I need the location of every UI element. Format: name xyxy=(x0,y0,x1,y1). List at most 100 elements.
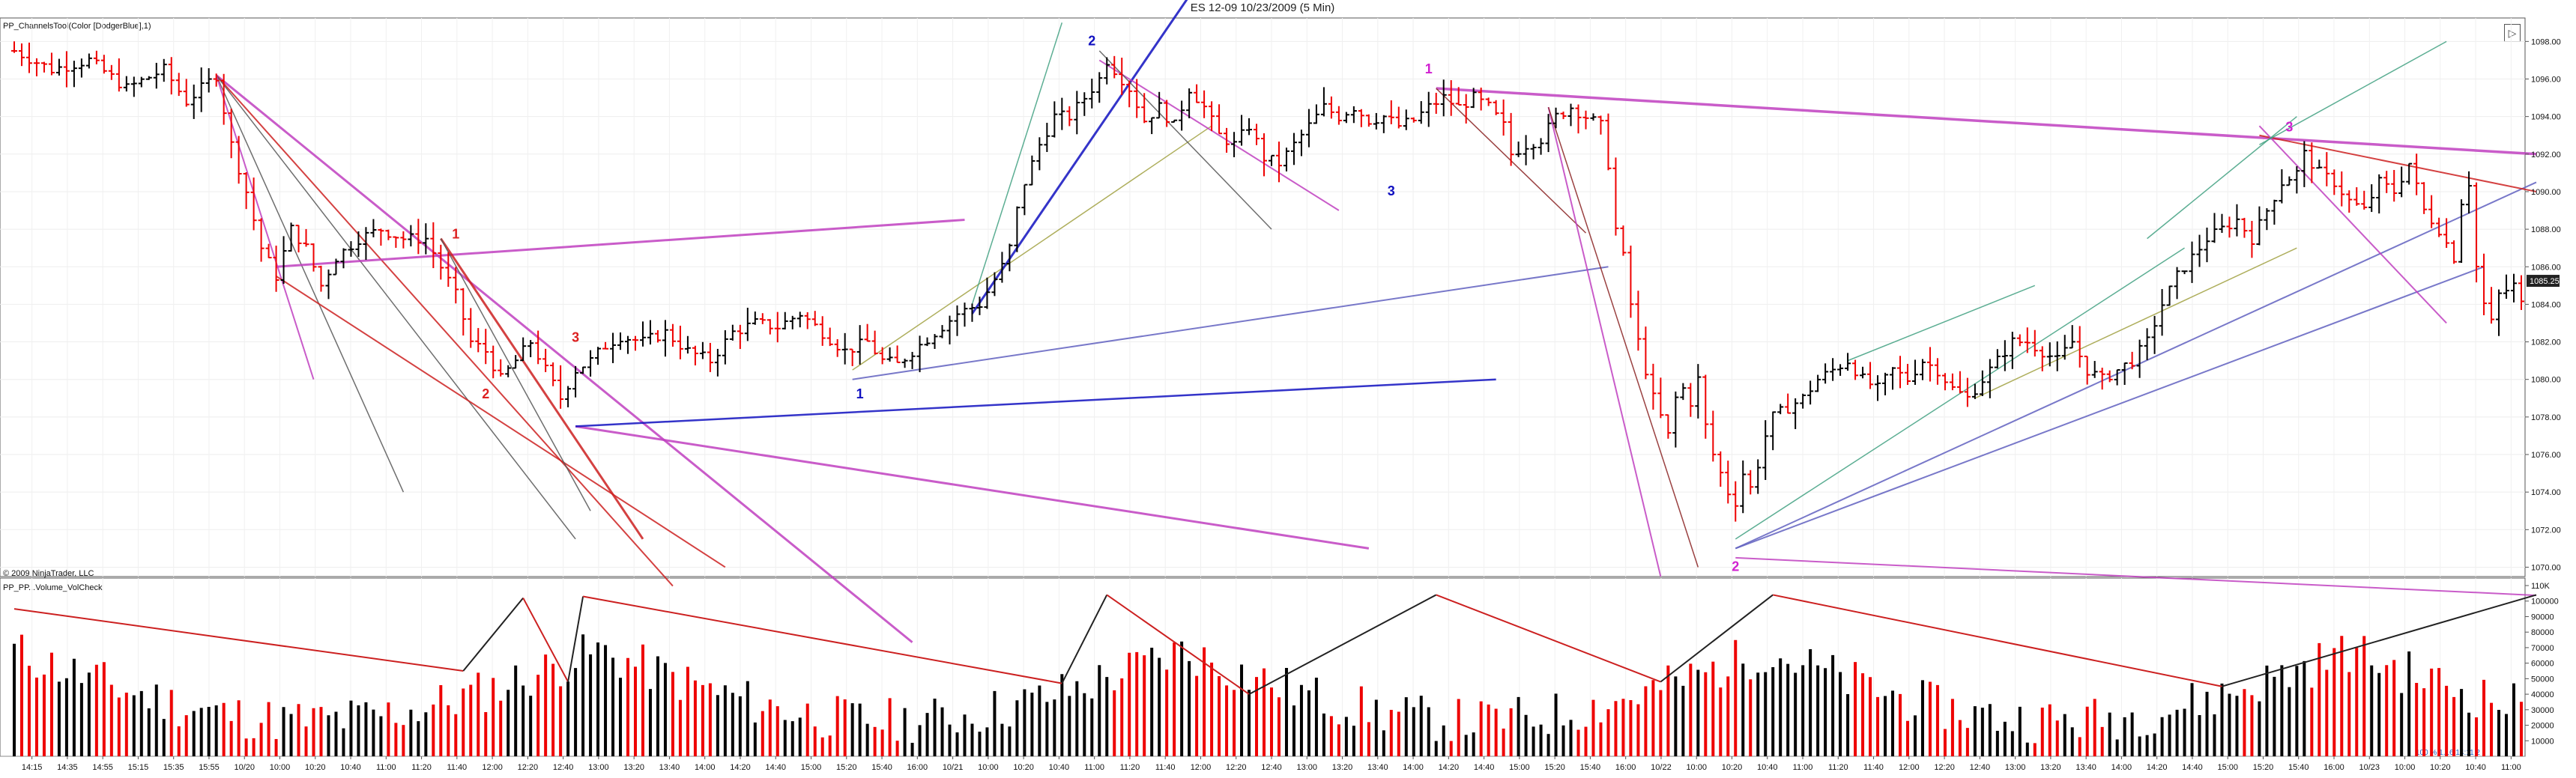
ohlc-bar xyxy=(999,252,1006,283)
ohlc-bar xyxy=(1380,115,1387,133)
price-tick-label: 1084.00 xyxy=(2531,300,2561,309)
ohlc-bar xyxy=(1470,88,1477,109)
ohlc-bar xyxy=(1575,104,1582,134)
ohlc-bar xyxy=(946,315,953,344)
ohlc-bar xyxy=(258,218,264,262)
ohlc-bar xyxy=(198,67,205,112)
ohlc-bar xyxy=(1350,106,1357,124)
ohlc-bar xyxy=(1994,349,2001,369)
ohlc-bar xyxy=(115,58,122,92)
ohlc-bar xyxy=(265,243,272,259)
time-tick-label: 11:40 xyxy=(1155,763,1176,772)
channel-line xyxy=(1098,59,1340,211)
ohlc-bar xyxy=(483,329,489,365)
time-tick-label: 12:40 xyxy=(553,763,574,772)
ohlc-bar xyxy=(1335,106,1342,125)
ohlc-bar xyxy=(759,313,766,324)
time-tick-label: 16:00 xyxy=(1615,763,1636,772)
ohlc-bar xyxy=(310,243,317,272)
ohlc-bar xyxy=(2204,227,2210,263)
ohlc-bar xyxy=(2046,342,2053,367)
ohlc-bar xyxy=(602,341,609,350)
volume-tick-label: 50000 xyxy=(2531,675,2554,684)
channel-line xyxy=(276,275,726,568)
time-tick-label: 11:20 xyxy=(1120,763,1140,772)
ohlc-bar xyxy=(1680,383,1687,401)
ohlc-bar xyxy=(348,241,354,257)
time-tick-label: 14:15 xyxy=(22,763,43,772)
ohlc-bar xyxy=(1605,113,1612,171)
ohlc-bar xyxy=(1493,100,1499,115)
ohlc-bar xyxy=(250,177,257,231)
ohlc-bar xyxy=(804,311,811,329)
ohlc-bar xyxy=(1657,377,1664,419)
ohlc-bar xyxy=(1290,133,1297,165)
ohlc-bar xyxy=(984,277,991,309)
ohlc-bar xyxy=(1650,363,1657,410)
ohlc-bar xyxy=(2383,171,2390,193)
time-tick-label: 11:00 xyxy=(376,763,396,772)
ohlc-bar xyxy=(55,58,62,76)
ohlc-bar xyxy=(1523,135,1529,165)
ohlc-bar xyxy=(1418,101,1424,124)
ohlc-bar xyxy=(2001,340,2008,371)
ohlc-bar xyxy=(1755,459,1762,494)
ohlc-bar xyxy=(2174,267,2180,300)
volume-zigzag xyxy=(567,596,584,682)
time-tick-label: 10/23 xyxy=(2359,763,2380,772)
ohlc-bar xyxy=(1343,112,1349,124)
ohlc-bar xyxy=(1567,103,1574,127)
ohlc-bar xyxy=(2099,368,2105,390)
ohlc-bar xyxy=(145,76,152,80)
volume-zigzag xyxy=(13,608,464,672)
ohlc-bar xyxy=(40,61,47,73)
ohlc-bar xyxy=(2106,370,2113,383)
channel-line xyxy=(1098,50,1272,230)
ohlc-bar xyxy=(924,337,931,347)
ohlc-bar xyxy=(617,332,624,350)
time-tick-label: 10:40 xyxy=(1049,763,1070,772)
time-tick-label: 14:20 xyxy=(2147,763,2168,772)
volume-tick-label: 30000 xyxy=(2531,706,2554,715)
time-tick-label: 13:40 xyxy=(659,763,680,772)
ohlc-bar xyxy=(2443,218,2450,249)
time-tick-label: 13:20 xyxy=(623,763,644,772)
ohlc-bar xyxy=(93,50,100,64)
ohlc-bar xyxy=(1852,359,1859,380)
ohlc-bar xyxy=(969,303,976,322)
ohlc-bar xyxy=(2451,240,2458,264)
time-tick-label: 14:40 xyxy=(2182,763,2203,772)
volume-tick-label: 100000 xyxy=(2531,598,2559,607)
ohlc-bar xyxy=(1702,374,1709,439)
ohlc-bar xyxy=(2331,169,2338,195)
ohlc-bar xyxy=(1455,87,1462,106)
wave-label: 1 xyxy=(452,227,459,242)
ohlc-bar xyxy=(1478,87,1484,111)
time-tick-label: 14:20 xyxy=(730,763,751,772)
ohlc-bar xyxy=(2084,355,2090,385)
ohlc-bar xyxy=(340,248,347,269)
ohlc-bar xyxy=(2376,174,2383,214)
time-tick-label: 14:00 xyxy=(2111,763,2132,772)
ohlc-bar xyxy=(160,58,167,82)
ohlc-bar xyxy=(2249,220,2255,258)
ohlc-bar xyxy=(565,386,572,407)
ohlc-bar xyxy=(1268,154,1275,166)
ohlc-bar xyxy=(1986,359,1993,398)
ohlc-bar xyxy=(1365,114,1372,127)
price-indicator-label: PP_ChannelsTool(Color [DodgerBlue],1) xyxy=(3,22,151,31)
ohlc-bar xyxy=(767,319,773,335)
ohlc-bar xyxy=(1014,206,1021,252)
ohlc-bar xyxy=(2271,199,2278,225)
ohlc-bar xyxy=(1500,99,1507,136)
ohlc-bar xyxy=(1597,115,1604,135)
ohlc-bar xyxy=(1979,370,1986,396)
ohlc-bar xyxy=(1919,359,1926,380)
ohlc-bar xyxy=(834,338,841,357)
ohlc-bar xyxy=(2316,159,2323,169)
ohlc-bar xyxy=(1911,359,1918,386)
ohlc-bar xyxy=(2211,213,2218,243)
ohlc-bar xyxy=(1194,84,1200,103)
ohlc-bar xyxy=(498,359,504,377)
